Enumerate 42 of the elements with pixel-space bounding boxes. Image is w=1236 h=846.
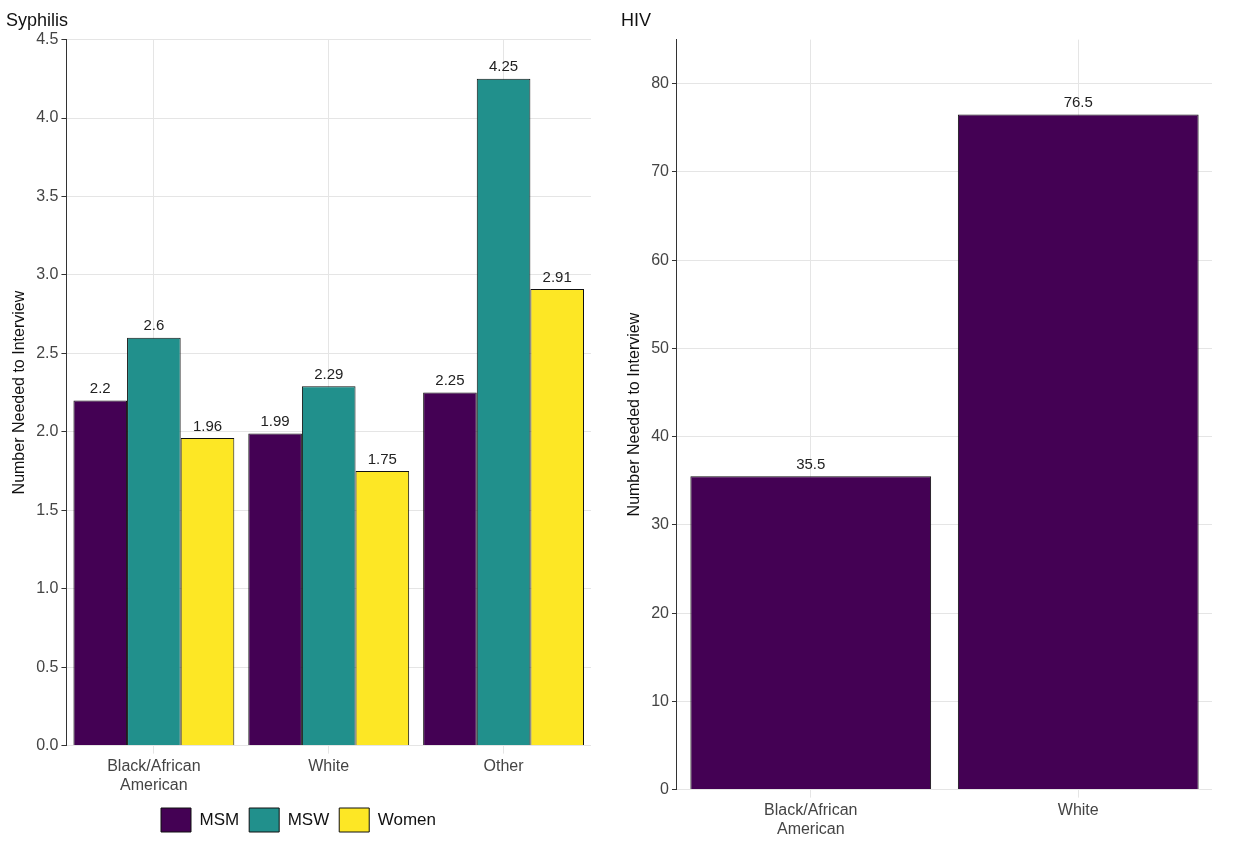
x-tick-label: White bbox=[308, 756, 350, 774]
data-label: 2.91 bbox=[542, 267, 572, 285]
y-tick-label: 70 bbox=[651, 162, 670, 180]
y-tick-label: 0.0 bbox=[36, 736, 59, 754]
legend-label: Women bbox=[377, 809, 436, 829]
y-tick-label: 60 bbox=[651, 250, 670, 268]
x-tick-label: Black/African American bbox=[107, 756, 201, 793]
chart-title: HIV bbox=[621, 9, 652, 30]
data-label: 1.96 bbox=[192, 416, 223, 434]
x-tick-label: Black/African American bbox=[764, 800, 858, 837]
data-label: 4.25 bbox=[488, 57, 519, 75]
y-tick-label: 80 bbox=[651, 74, 670, 92]
y-tick-label: 3.5 bbox=[36, 186, 59, 204]
y-tick-label: 3.0 bbox=[36, 265, 59, 283]
y-tick-label: 1.0 bbox=[36, 579, 59, 597]
data-label: 2.2 bbox=[89, 379, 111, 397]
y-tick-label: 2.5 bbox=[36, 343, 59, 361]
y-tick-label: 4.0 bbox=[36, 108, 59, 126]
x-tick-label: Other bbox=[483, 756, 525, 774]
legend-label: MSM bbox=[199, 809, 240, 829]
data-label: 1.75 bbox=[367, 449, 397, 467]
y-tick-label: 0 bbox=[660, 780, 670, 798]
data-label: 35.5 bbox=[796, 455, 826, 473]
data-label: 1.99 bbox=[260, 412, 290, 430]
chart-title: Syphilis bbox=[6, 9, 69, 30]
data-label: 2.29 bbox=[314, 364, 344, 382]
y-tick-label: 50 bbox=[651, 338, 670, 356]
y-tick-label: 4.5 bbox=[36, 30, 59, 48]
y-tick-label: 20 bbox=[651, 603, 670, 621]
y-tick-label: 0.5 bbox=[36, 657, 59, 675]
y-axis-title: Number Needed to Interview bbox=[10, 290, 28, 495]
legend-label: MSW bbox=[287, 809, 330, 829]
y-tick-label: 40 bbox=[651, 427, 670, 445]
y-tick-label: 10 bbox=[651, 691, 670, 709]
data-label: 2.25 bbox=[435, 371, 465, 389]
y-tick-label: 30 bbox=[651, 515, 670, 533]
y-axis-title: Number Needed to Interview bbox=[625, 312, 643, 517]
y-tick-label: 2.0 bbox=[36, 422, 59, 440]
data-label: 2.6 bbox=[143, 316, 165, 334]
y-tick-label: 1.5 bbox=[36, 500, 59, 518]
data-label: 76.5 bbox=[1063, 93, 1093, 111]
x-tick-label: White bbox=[1057, 800, 1099, 818]
